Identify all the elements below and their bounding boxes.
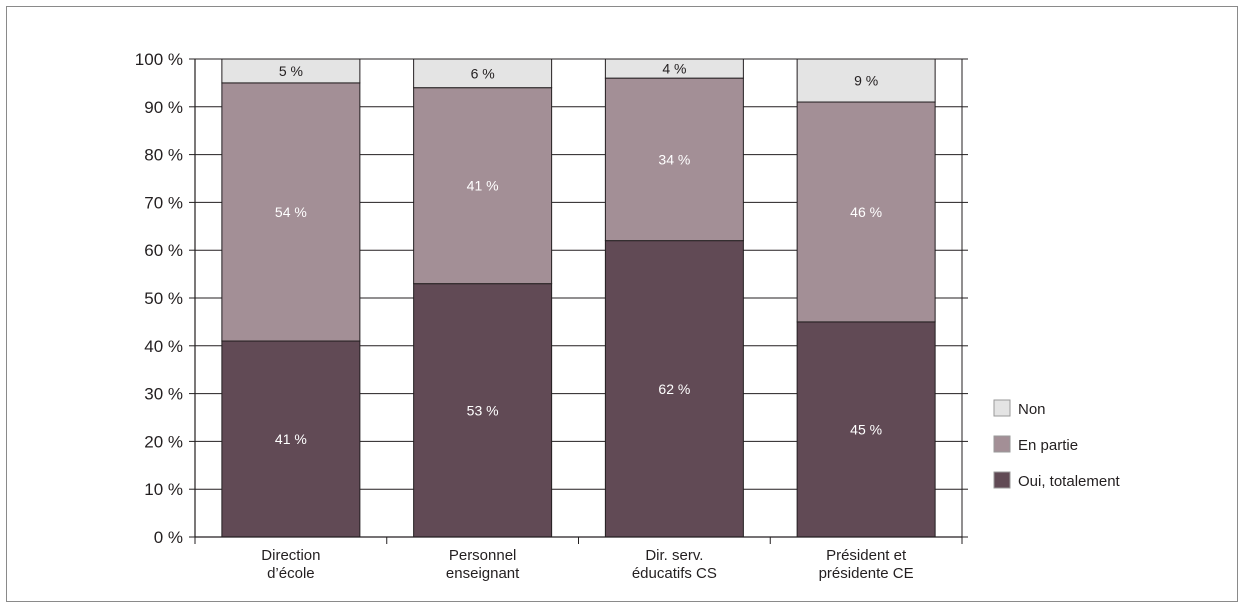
bar-segment bbox=[413, 87, 553, 285]
bar-segment bbox=[796, 101, 936, 323]
data-label: 4 % bbox=[662, 61, 686, 77]
legend-label: En partie bbox=[1018, 437, 1078, 454]
bar-segment bbox=[413, 283, 553, 538]
y-tick-label: 10 % bbox=[144, 480, 183, 499]
x-category-label: présidente CE bbox=[819, 565, 914, 582]
x-category-label: Dir. serv. bbox=[645, 547, 703, 564]
y-tick-label: 20 % bbox=[144, 432, 183, 451]
y-tick-label: 30 % bbox=[144, 385, 183, 404]
bars bbox=[221, 58, 936, 538]
axes bbox=[189, 58, 968, 544]
bar-segment bbox=[796, 58, 936, 103]
bar-segment bbox=[413, 58, 553, 89]
legend-swatch bbox=[993, 435, 1011, 453]
data-label: 6 % bbox=[471, 65, 495, 81]
x-category-label: éducatifs CS bbox=[632, 565, 717, 582]
y-tick-label: 0 % bbox=[154, 528, 183, 547]
y-tick-label: 90 % bbox=[144, 98, 183, 117]
data-label: 46 % bbox=[850, 204, 882, 220]
bar-segment bbox=[221, 340, 361, 538]
labels: 0 % 10 % 20 % 30 % 40 % 50 % 60 % 70 % 80 % 90 % 1… bbox=[135, 50, 914, 582]
bar-segment bbox=[604, 240, 744, 538]
x-category-label: Personnel bbox=[449, 547, 517, 564]
y-tick-label: 40 % bbox=[144, 337, 183, 356]
legend-label: Oui, totalement bbox=[1018, 473, 1121, 490]
x-category-label: d’école bbox=[267, 565, 315, 582]
x-category-label: Président et bbox=[826, 547, 907, 564]
y-tick-label: 80 % bbox=[144, 146, 183, 165]
legend: Non En partie Oui, totalement bbox=[993, 399, 1121, 490]
data-label: 54 % bbox=[275, 204, 307, 220]
legend-swatch bbox=[993, 471, 1011, 489]
bar-segment bbox=[796, 321, 936, 538]
y-tick-label: 100 % bbox=[135, 50, 183, 69]
data-label: 9 % bbox=[854, 73, 878, 89]
data-label: 62 % bbox=[658, 381, 690, 397]
bar-segment bbox=[604, 77, 744, 242]
data-label: 34 % bbox=[658, 151, 690, 167]
y-tick-label: 70 % bbox=[144, 193, 183, 212]
y-tick-label: 50 % bbox=[144, 289, 183, 308]
data-label: 45 % bbox=[850, 421, 882, 437]
x-category-label: Direction bbox=[261, 547, 320, 564]
bar-segment bbox=[221, 58, 361, 84]
data-label: 53 % bbox=[467, 402, 499, 418]
legend-label: Non bbox=[1018, 401, 1046, 418]
data-label: 5 % bbox=[279, 63, 303, 79]
y-tick-label: 60 % bbox=[144, 241, 183, 260]
data-label: 41 % bbox=[275, 431, 307, 447]
data-label: 41 % bbox=[467, 178, 499, 194]
bar-segment bbox=[604, 58, 744, 79]
bar-segment bbox=[221, 82, 361, 342]
legend-swatch bbox=[993, 399, 1011, 417]
x-category-label: enseignant bbox=[446, 565, 520, 582]
